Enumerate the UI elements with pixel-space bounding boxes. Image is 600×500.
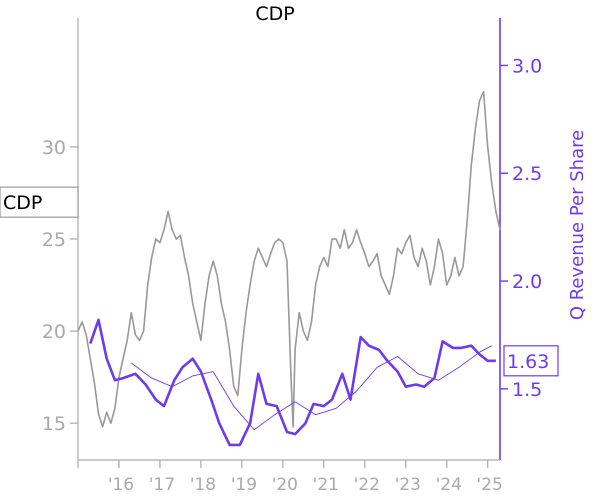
- price-label-frame: [0, 186, 79, 218]
- right-y-axis: 1.5 2.0 2.5 3.0: [499, 18, 542, 460]
- series-trend: [131, 345, 493, 431]
- revenue-line: [89, 318, 496, 447]
- x-axis: '16 '17 '18 '19 '20 '21 '22 '23 '24 '25: [77, 459, 503, 495]
- right-tick-label: 3.0: [512, 55, 542, 77]
- price-line: [77, 90, 501, 428]
- x-tick-label: '16: [108, 475, 134, 495]
- x-tick-label: '23: [395, 475, 421, 495]
- left-y-axis: 15 20 25 30: [42, 18, 79, 460]
- right-tick-label: 1.5: [512, 379, 542, 401]
- chart-title: CDP: [255, 3, 294, 25]
- revenue-label-text: 1.63: [507, 351, 549, 373]
- x-tick-label: '21: [313, 475, 339, 495]
- revenue-label-box: 1.63: [503, 345, 559, 377]
- price-label-text: CDP: [3, 192, 42, 214]
- price-label-box: CDP: [0, 186, 79, 218]
- x-tick-label: '17: [149, 475, 175, 495]
- series-price: [77, 90, 501, 428]
- left-tick-label: 15: [42, 413, 66, 435]
- x-tick-label: '24: [436, 475, 462, 495]
- left-tick-label: 30: [42, 137, 66, 159]
- right-axis-label: Q Revenue Per Share: [567, 130, 588, 320]
- x-tick-label: '18: [190, 475, 216, 495]
- x-tick-label: '25: [477, 475, 503, 495]
- right-tick-label: 2.5: [512, 163, 542, 185]
- left-tick-label: 25: [42, 229, 66, 251]
- series-revenue: [89, 318, 496, 447]
- x-tick-label: '19: [231, 475, 257, 495]
- left-tick-label: 20: [42, 321, 66, 343]
- x-tick-label: '20: [272, 475, 298, 495]
- revenue-label-frame: [503, 345, 559, 377]
- x-tick-label: '22: [354, 475, 380, 495]
- right-tick-label: 2.0: [512, 271, 542, 293]
- revenue-trend-line: [131, 345, 493, 431]
